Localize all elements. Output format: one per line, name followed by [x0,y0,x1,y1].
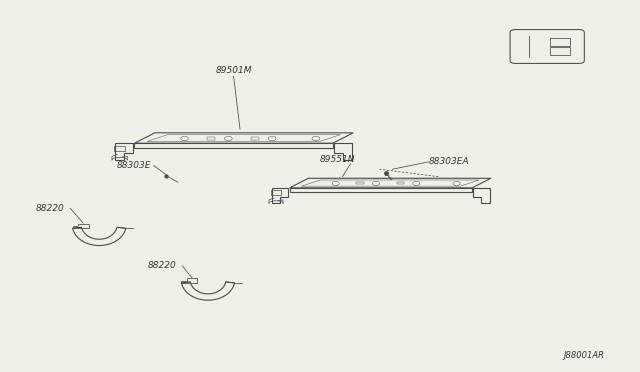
Text: 88303E: 88303E [117,161,152,170]
Bar [550,47,570,55]
Bar [397,182,404,185]
Bar [251,137,259,140]
Text: 89501M: 89501M [215,66,252,75]
Bar [550,38,570,46]
Text: 88303EA: 88303EA [429,157,469,166]
Text: J88001AR: J88001AR [564,351,605,360]
Bar [271,190,282,195]
Bar [356,182,364,185]
Text: 88220: 88220 [35,204,64,213]
Text: 89551N: 89551N [320,155,356,164]
Bar [207,137,215,140]
Bar [114,146,125,151]
Text: 88220: 88220 [147,262,176,270]
